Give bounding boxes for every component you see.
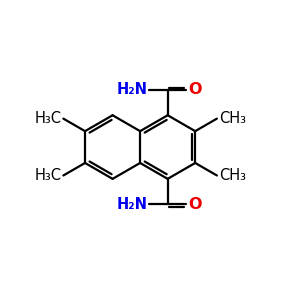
Text: H₃C: H₃C: [34, 111, 61, 126]
Text: H₃C: H₃C: [34, 168, 61, 183]
Text: CH₃: CH₃: [219, 111, 246, 126]
Text: CH₃: CH₃: [219, 168, 246, 183]
Text: O: O: [188, 82, 202, 97]
Text: O: O: [188, 197, 202, 212]
Text: H₂N: H₂N: [117, 82, 148, 97]
Text: H₂N: H₂N: [117, 197, 148, 212]
